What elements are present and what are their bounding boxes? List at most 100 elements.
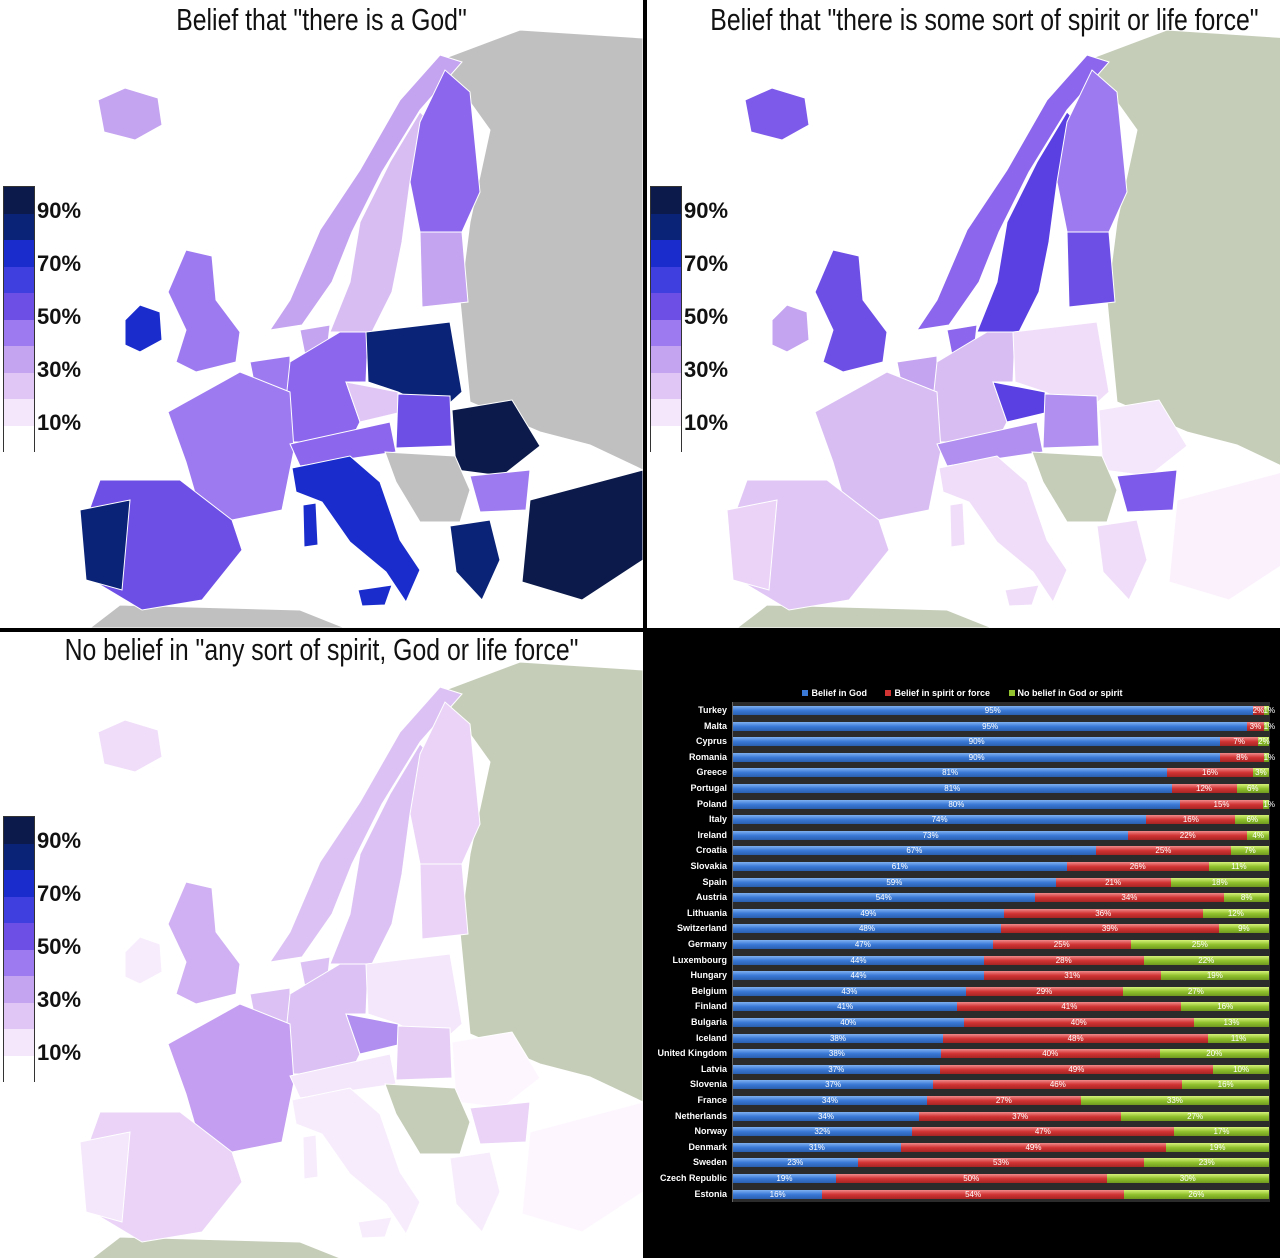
bar-no-belief: 16% — [1181, 1002, 1269, 1012]
bar-belief-spirit: 27% — [926, 1096, 1081, 1105]
region-finland — [409, 69, 481, 233]
region-baltics — [419, 863, 469, 940]
category-label: Estonia — [694, 1188, 727, 1199]
bar-belief-spirit: 21% — [1055, 877, 1171, 887]
category-label: Croatia — [695, 845, 727, 856]
category-label: Spain — [702, 876, 727, 887]
region-sicily — [1004, 584, 1040, 607]
bar-belief-spirit: 25% — [992, 940, 1131, 949]
bar-no-belief: 18% — [1170, 877, 1269, 887]
map-title: No belief in "any sort of spirit, God or… — [64, 632, 579, 667]
bar-row: 37% 49% 10% — [733, 1064, 1269, 1074]
bar-belief-spirit: 2% — [1252, 706, 1265, 715]
bar-belief-god: 81% — [733, 784, 1172, 793]
color-legend: 90% 70% 50% 30% 10% — [3, 186, 82, 452]
bar-belief-god: 38% — [733, 1033, 943, 1043]
category-label: Romania — [688, 751, 727, 762]
europe-map — [79, 29, 643, 628]
bar-no-belief: 1% — [1263, 799, 1275, 809]
legend-label: 30% — [37, 357, 82, 383]
map-title: Belief that "there is some sort of spiri… — [710, 2, 1259, 37]
bar-no-belief: 17% — [1174, 1127, 1269, 1137]
region-iceland — [97, 87, 163, 141]
bar-no-belief: 1% — [1263, 721, 1276, 731]
bar-no-belief: 6% — [1236, 784, 1269, 793]
category-label: Bulgaria — [690, 1017, 727, 1027]
bar-row: 80% 15% 1% — [733, 799, 1275, 809]
bar-belief-god: 16% — [733, 1189, 823, 1199]
bar-row: 32% 47% 17% — [733, 1127, 1269, 1137]
legend-swatch — [3, 923, 35, 950]
bar-no-belief: 9% — [1218, 924, 1269, 934]
legend-swatch — [3, 949, 35, 976]
legend-swatch — [3, 266, 35, 293]
region-france — [167, 1003, 295, 1153]
europe-map — [726, 29, 1280, 628]
bar-belief-spirit: 8% — [1220, 752, 1264, 762]
stacked-bar-chart: Belief in God Belief in spirit or force … — [645, 632, 1280, 1258]
category-label: Iceland — [695, 1032, 727, 1043]
bar-row: 81% 12% 6% — [733, 784, 1269, 793]
bar-belief-spirit: 47% — [911, 1127, 1175, 1137]
region-norway — [268, 686, 463, 963]
bar-no-belief: 33% — [1080, 1096, 1269, 1105]
region-sicily — [357, 1216, 393, 1239]
bar-belief-spirit: 25% — [1095, 846, 1232, 856]
bar-belief-god: 81% — [733, 768, 1168, 778]
region-africa — [91, 1236, 342, 1258]
bar-belief-god: 38% — [733, 1049, 941, 1059]
region-ireland — [124, 936, 163, 985]
bar-belief-god: 80% — [733, 799, 1180, 809]
region-greece — [449, 1151, 501, 1233]
bar-belief-spirit: 16% — [1146, 815, 1236, 825]
bar-belief-spirit: 53% — [857, 1158, 1145, 1168]
region-hungary — [395, 1025, 453, 1081]
legend-swatch — [3, 1002, 35, 1029]
color-legend: 90% 70% 50% 30% 10% — [3, 816, 82, 1082]
category-label: Italy — [708, 814, 727, 825]
map-belief-in-spirit: Belief that "there is some sort of spiri… — [647, 0, 1280, 628]
bar-belief-spirit: 49% — [900, 1142, 1167, 1152]
legend-label: 10% — [37, 410, 82, 436]
category-label: Latvia — [700, 1063, 727, 1074]
bar-belief-god: 61% — [733, 862, 1067, 871]
bar-belief-god: 67% — [733, 846, 1096, 856]
legend-label: Belief in spirit or force — [894, 688, 991, 698]
bar-belief-god: 48% — [733, 924, 1001, 934]
bar-belief-spirit: 7% — [1220, 737, 1259, 747]
bar-row: 47% 25% 25% — [733, 940, 1269, 949]
region-uk — [814, 249, 888, 373]
legend-label: 50% — [37, 304, 82, 330]
legend-swatch — [3, 213, 35, 240]
bar-belief-god: 59% — [733, 877, 1056, 887]
bar-belief-spirit: 15% — [1179, 799, 1264, 809]
region-iceland — [97, 719, 163, 773]
legend-swatch — [3, 319, 35, 346]
map-no-belief: No belief in "any sort of spirit, God or… — [0, 632, 643, 1258]
category-label: Hungary — [690, 970, 727, 981]
region-italy — [938, 455, 1068, 604]
category-label: Belgium — [691, 985, 727, 996]
legend-swatch — [650, 213, 682, 240]
bar-no-belief: 7% — [1231, 846, 1269, 856]
bar-no-belief: 30% — [1106, 1174, 1269, 1183]
bar-row: 44% 31% 19% — [733, 971, 1269, 981]
legend-item-spirit: Belief in spirit or force — [885, 688, 990, 698]
bar-no-belief: 12% — [1202, 908, 1269, 918]
legend-label: 70% — [37, 881, 82, 907]
legend-swatch — [650, 372, 682, 399]
region-africa — [736, 604, 993, 628]
legend-label: 10% — [37, 1040, 82, 1066]
category-label: Sweden — [692, 1157, 727, 1168]
region-portugal — [726, 499, 778, 591]
region-alps — [289, 421, 397, 467]
bar-no-belief: 4% — [1247, 830, 1269, 840]
region-bulgaria — [1116, 469, 1178, 513]
bar-row: 48% 39% 9% — [733, 924, 1269, 934]
legend-swatch — [3, 976, 35, 1003]
category-label: Cyprus — [695, 736, 727, 747]
category-label: Poland — [696, 798, 727, 809]
region-portugal — [79, 1131, 131, 1223]
bar-belief-god: 40% — [733, 1018, 964, 1027]
region-uk — [167, 249, 241, 373]
